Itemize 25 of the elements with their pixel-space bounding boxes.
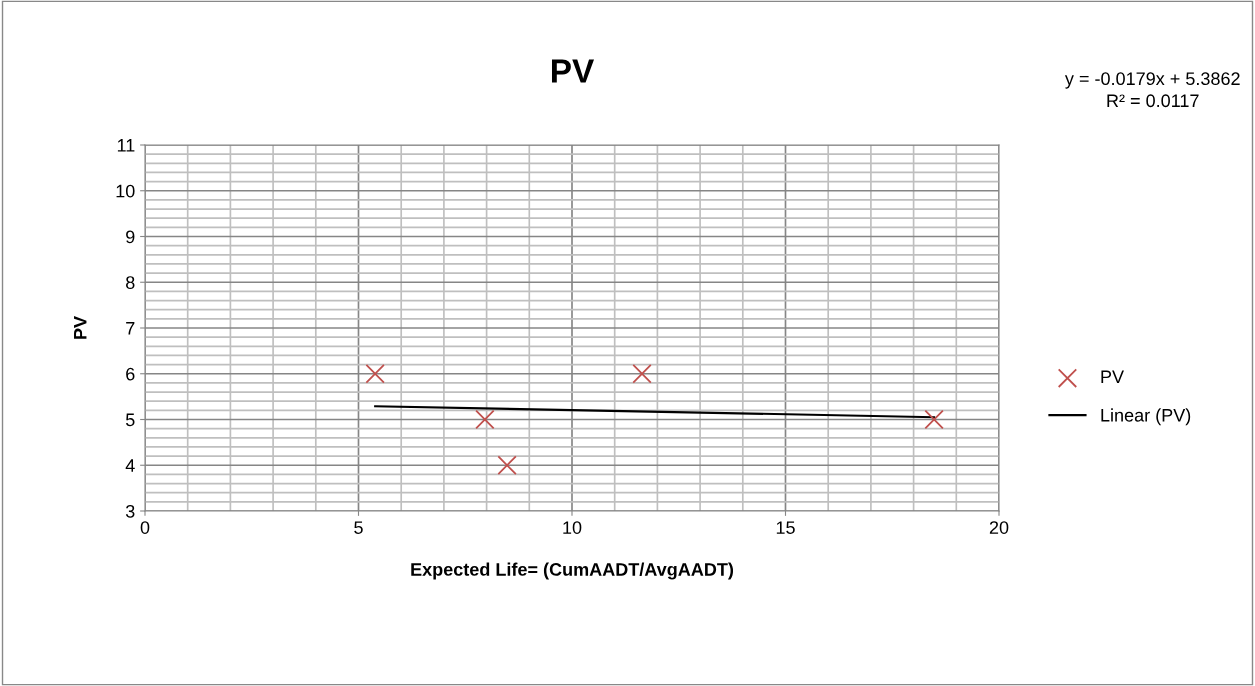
point bbox=[497, 455, 517, 475]
x-tick-label: 20 bbox=[989, 521, 1009, 534]
point bbox=[365, 364, 385, 384]
x-tick-label: 15 bbox=[776, 521, 795, 534]
x-tick-label: 0 bbox=[140, 521, 150, 534]
point bbox=[475, 409, 495, 430]
y-tick-label: 6 bbox=[126, 367, 135, 381]
y-axis-title: PV bbox=[74, 316, 87, 339]
chart-title: PV bbox=[551, 59, 594, 83]
x-axis-title: Expected Life= (CumAADT/AvgAADT) bbox=[411, 562, 734, 580]
y-tick-label: 11 bbox=[117, 139, 135, 152]
y-tick-label: 8 bbox=[126, 276, 135, 289]
y-tick-label: 9 bbox=[126, 230, 135, 244]
point bbox=[632, 364, 652, 384]
x-tick-label: 10 bbox=[563, 521, 582, 534]
legend-label: PV bbox=[1101, 370, 1124, 383]
y-tick-label: 7 bbox=[126, 322, 135, 335]
point bbox=[924, 409, 944, 430]
y-tick-label: 10 bbox=[116, 184, 135, 198]
y-tick-label: 5 bbox=[125, 413, 135, 427]
legend-label: Linear (PV) bbox=[1101, 408, 1191, 426]
y-tick-label: 4 bbox=[125, 459, 135, 472]
y-tick-label: 3 bbox=[125, 504, 135, 518]
text: y = -0.0179x + 5.3862 R² = 0.0117 bbox=[1064, 72, 1240, 108]
x-tick-label: 5 bbox=[354, 521, 363, 534]
